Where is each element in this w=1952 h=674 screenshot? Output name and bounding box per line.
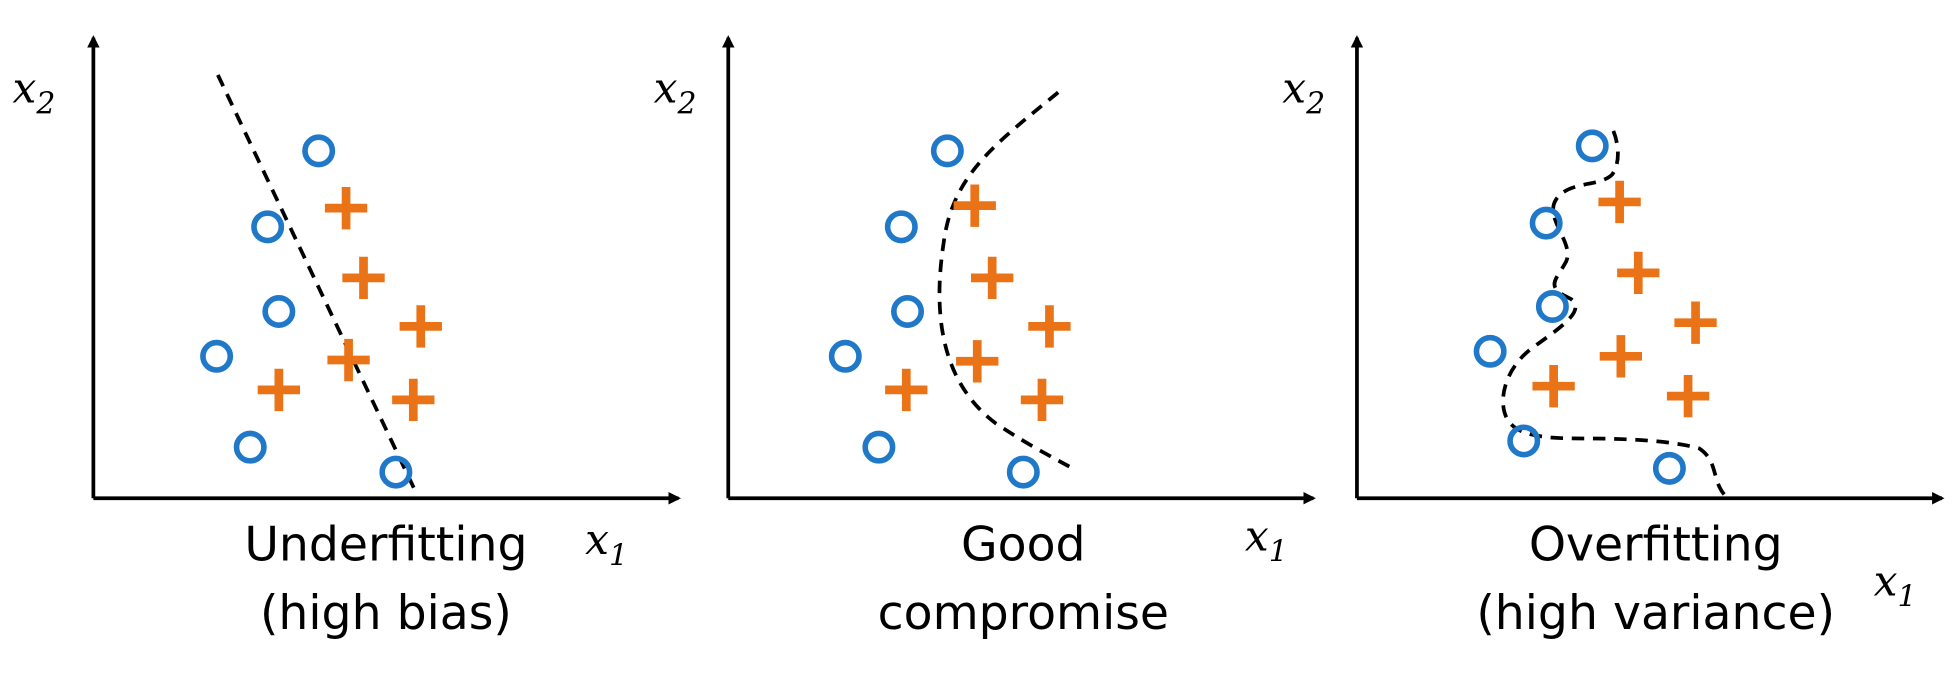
class-b-point — [1599, 335, 1643, 378]
class-a-point — [891, 294, 925, 328]
class-b-point — [1028, 305, 1071, 348]
caption-line: Overfitting — [1529, 517, 1783, 572]
decision-boundary — [937, 90, 1078, 473]
class-a-point — [884, 210, 918, 244]
class-a-point — [862, 430, 896, 464]
class-b-point — [327, 338, 370, 382]
caption-line: compromise — [878, 586, 1169, 641]
y-axis-label-subscript: 2 — [1305, 87, 1325, 122]
decision-boundary — [216, 74, 417, 491]
y-axis-label: x2 — [12, 63, 55, 121]
class-b-point — [971, 256, 1014, 300]
class-a-point — [233, 430, 267, 464]
caption-line: Underfitting — [244, 517, 527, 572]
caption-line: Good — [961, 517, 1086, 572]
y-axis-label: x2 — [1282, 63, 1325, 121]
x-axis-label-subscript: 1 — [1269, 535, 1288, 570]
class-a-point — [1507, 424, 1541, 458]
class-a-point — [1006, 455, 1040, 489]
class-a-point — [1529, 206, 1563, 240]
x-axis-label-subscript: 1 — [609, 538, 628, 573]
x-axis-label-symbol: x — [585, 515, 609, 564]
caption-line: (high bias) — [260, 586, 512, 641]
class-b-point — [953, 184, 996, 227]
class-a-point — [379, 455, 413, 489]
y-axis-label-symbol: x — [654, 63, 678, 112]
class-b-point — [1020, 378, 1064, 422]
x-axis-label-symbol: x — [1245, 512, 1269, 561]
class-b-point — [324, 186, 368, 230]
y-axis-label-subscript: 2 — [676, 87, 696, 122]
y-axis-label-symbol: x — [1282, 63, 1306, 112]
class-a-point — [1535, 290, 1569, 323]
class-b-point — [1617, 251, 1660, 295]
y-axis-label-subscript: 2 — [35, 87, 55, 122]
class-b-point — [956, 340, 999, 383]
class-b-point — [1666, 374, 1710, 418]
class-b-point — [257, 368, 301, 412]
class-b-point — [1532, 365, 1575, 408]
class-a-point — [1473, 334, 1507, 368]
class-a-point — [1575, 129, 1609, 163]
class-a-point — [200, 339, 234, 373]
x-axis-label: x1 — [585, 515, 628, 573]
class-a-point — [302, 134, 336, 168]
caption-line: (high variance) — [1476, 586, 1835, 641]
class-b-point — [392, 378, 435, 422]
decision-boundary — [1501, 130, 1726, 496]
class-a-point — [930, 134, 964, 168]
class-a-point — [251, 210, 285, 244]
class-a-point — [262, 294, 296, 328]
y-axis-label: x2 — [654, 63, 697, 121]
class-b-point — [885, 368, 928, 412]
class-b-point — [1598, 180, 1641, 224]
x-axis-label-subscript: 1 — [1897, 580, 1916, 615]
class-a-point — [1652, 451, 1686, 485]
x-axis-label: x1 — [1874, 556, 1917, 614]
y-axis-label-symbol: x — [12, 63, 36, 112]
x-axis-label-symbol: x — [1874, 556, 1898, 605]
class-a-point — [828, 339, 862, 373]
class-b-point — [342, 256, 385, 300]
class-b-point — [399, 305, 442, 348]
x-axis-label: x1 — [1245, 512, 1288, 570]
class-b-point — [1674, 301, 1717, 344]
